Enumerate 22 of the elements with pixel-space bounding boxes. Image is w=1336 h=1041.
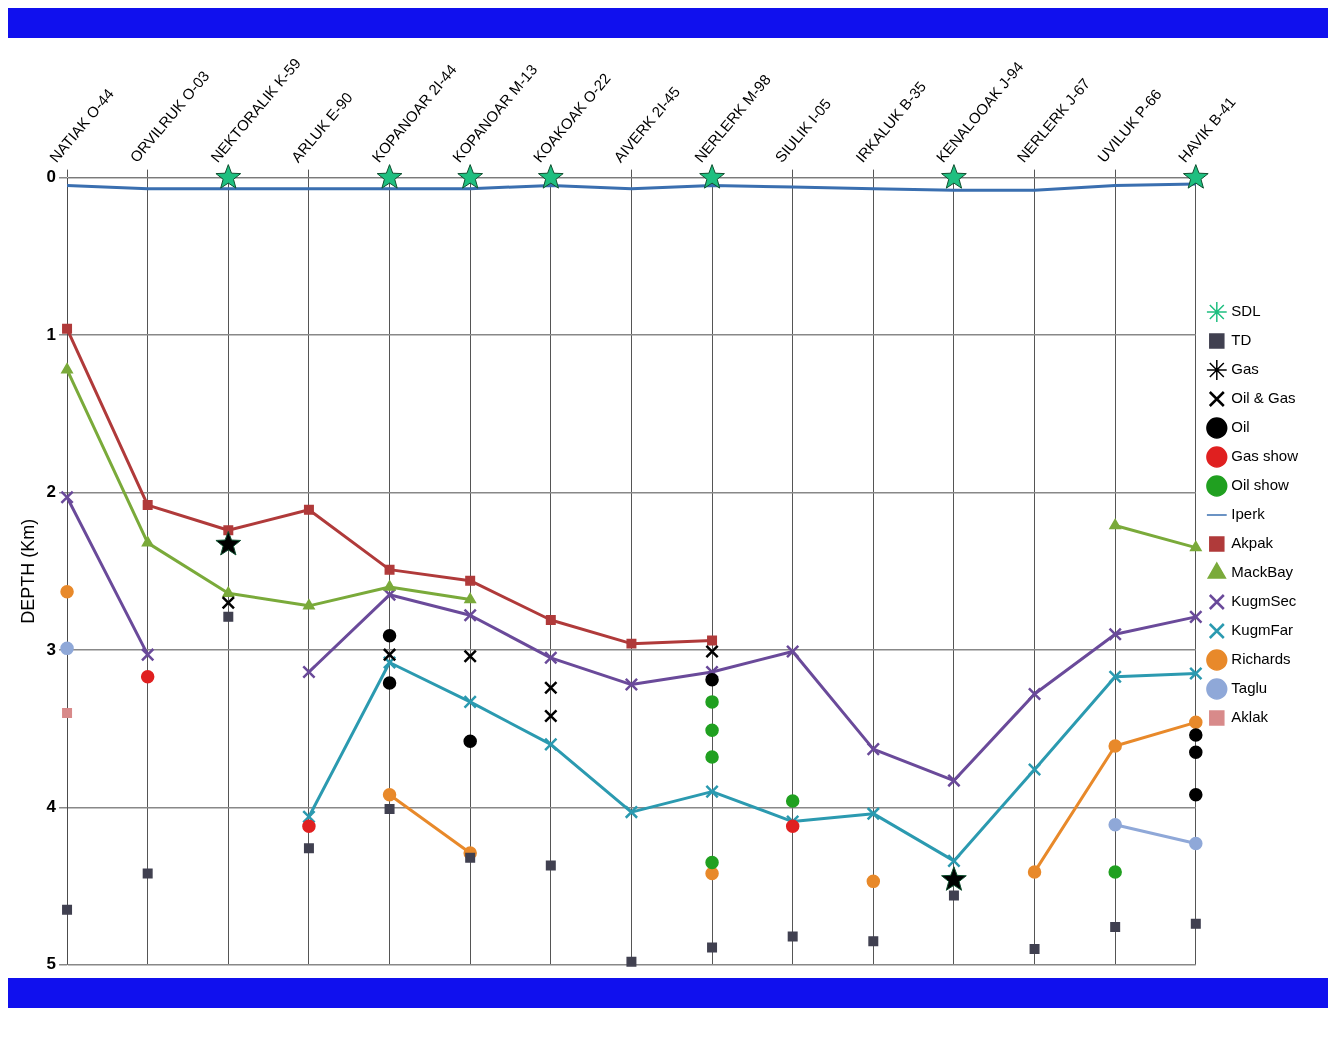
legend-label: Gas — [1231, 360, 1259, 378]
y-tick-label: 4 — [46, 797, 57, 817]
y-tick-label: 1 — [46, 324, 57, 344]
legend-label: MackBay — [1231, 563, 1294, 581]
legend-label: Oil show — [1231, 476, 1289, 494]
legend-label: KugmFar — [1231, 621, 1293, 639]
legend-label: Aklak — [1231, 708, 1269, 726]
y-tick-label: 5 — [46, 954, 57, 974]
y-axis-title: DEPTH (Km) — [17, 518, 38, 624]
y-tick-label: 2 — [46, 482, 57, 502]
legend-label: Akpak — [1231, 534, 1274, 552]
legend-label: Richards — [1231, 650, 1291, 668]
legend-label: KugmSec — [1231, 592, 1297, 610]
legend-label: Gas show — [1231, 447, 1299, 465]
legend-label: Oil & Gas — [1231, 389, 1296, 407]
legend-label: TD — [1231, 331, 1252, 349]
y-tick-label: 0 — [46, 167, 57, 187]
legend-label: Oil — [1231, 418, 1250, 436]
legend-label: SDL — [1231, 302, 1261, 320]
legend-label: Taglu — [1231, 679, 1268, 697]
legend-label: Iperk — [1231, 505, 1266, 523]
y-tick-label: 3 — [46, 639, 57, 659]
